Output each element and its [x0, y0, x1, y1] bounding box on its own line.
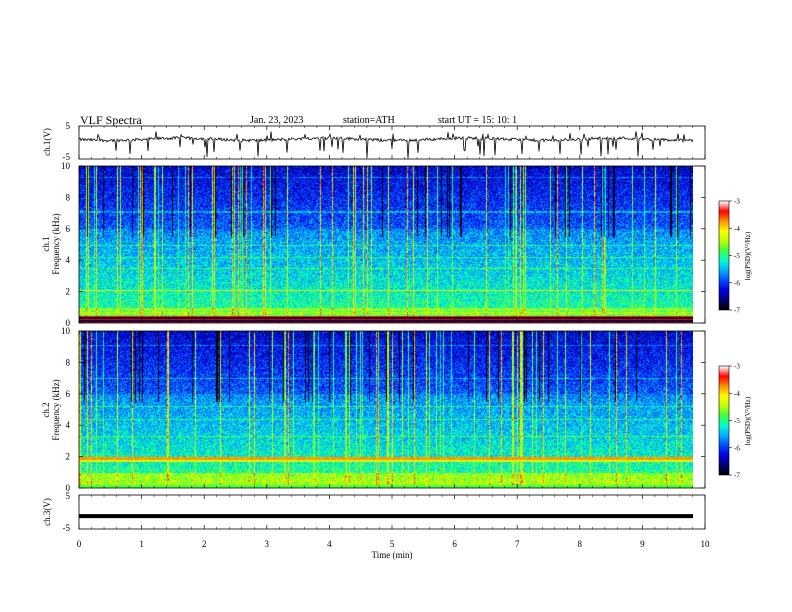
ch1-colorbar-label: log(PSD)(V²/Hz): [744, 231, 752, 280]
y-tick-label-10: 10: [61, 161, 71, 171]
colorbar-tick-label: -5: [734, 417, 740, 425]
ch3-ytick-bottom: -5: [63, 523, 71, 533]
ch1-spectrogram-ylabel-ch: ch.1: [41, 236, 51, 251]
colorbar-tick-label: -3: [734, 198, 740, 206]
colorbar-tick-label: -7: [734, 307, 740, 315]
ch1-spectrogram-ylabel-freq: Frequency (kHz): [51, 213, 61, 274]
x-tick-label-9: 9: [640, 539, 645, 549]
x-tick-label-0: 0: [77, 539, 82, 549]
x-axis: 0 1 2 3 4 5 6 7 8 9 10: [77, 126, 710, 549]
y-tick-label-4: 4: [66, 255, 71, 265]
x-tick-label-2: 2: [202, 539, 207, 549]
x-axis-label: Time (min): [372, 550, 413, 560]
colorbar-tick-label: -5: [734, 252, 740, 260]
date-label: Jan. 23, 2023: [250, 115, 303, 126]
x-tick-label-1: 1: [139, 539, 144, 549]
ch1-waveform-frame: [78, 125, 706, 160]
x-tick-label-5: 5: [390, 539, 395, 549]
start-time-label: start UT = 15: 10: 1: [438, 115, 517, 126]
x-tick-label-3: 3: [265, 539, 270, 549]
y-tick-label-2: 2: [66, 287, 71, 297]
y-tick-label-0: 0: [66, 483, 71, 493]
ch2-colorbar-label: log(PSD)(V²/Hz): [744, 396, 752, 445]
ch1-colorbar-ticks: -3 -4 -5 -6 -7: [729, 198, 740, 315]
ch3-waveform-frame: [78, 494, 706, 530]
station-label: station=ATH: [343, 115, 395, 126]
ch1-ytick-bottom: -5: [63, 152, 71, 162]
y-tick-label-4: 4: [66, 420, 71, 430]
y-tick-label-8: 8: [66, 357, 71, 367]
y-tick-label-2: 2: [66, 452, 71, 462]
ch2-spectrogram-ylabel-ch: ch.2: [41, 402, 51, 417]
ch2-spectrogram-yticks: 0 2 4 6 8 10: [61, 326, 705, 493]
ch3-ytick-top: 5: [66, 491, 71, 501]
ch1-waveform-line: [78, 131, 694, 159]
colorbar-tick-label: -4: [734, 390, 740, 398]
y-tick-label-10: 10: [61, 326, 71, 336]
x-tick-label-10: 10: [701, 539, 711, 549]
colorbar-tick-label: -6: [734, 279, 740, 287]
ch2-spectrogram-ylabel-freq: Frequency (kHz): [51, 379, 61, 440]
ch1-ylabel: ch.1(V): [42, 128, 52, 156]
figure-title: VLF Spectra: [80, 113, 142, 127]
colorbar-tick-label: -7: [734, 472, 740, 480]
ch2-colorbar: [719, 366, 729, 475]
y-tick-label-0: 0: [66, 318, 71, 328]
colorbar-tick-label: -6: [734, 444, 740, 452]
y-tick-label-6: 6: [66, 389, 71, 399]
x-tick-label-8: 8: [578, 539, 583, 549]
colorbar-tick-label: -3: [734, 363, 740, 371]
ch1-ytick-top: 5: [66, 121, 71, 131]
x-tick-label-4: 4: [327, 539, 332, 549]
ch1-spectrogram-image: [79, 166, 693, 323]
ch1-spectrogram-yticks: 0 2 4 6 8 10: [61, 161, 705, 328]
ch1-colorbar: [719, 201, 729, 310]
ch2-spectrogram-image: [79, 331, 693, 488]
colorbar-tick-label: -4: [734, 225, 740, 233]
y-tick-label-6: 6: [66, 224, 71, 234]
ch2-colorbar-ticks: -3 -4 -5 -6 -7: [729, 363, 740, 480]
x-tick-label-6: 6: [452, 539, 457, 549]
ch3-ylabel: ch.3(V): [42, 498, 52, 526]
y-tick-label-8: 8: [66, 192, 71, 202]
x-tick-label-7: 7: [515, 539, 520, 549]
